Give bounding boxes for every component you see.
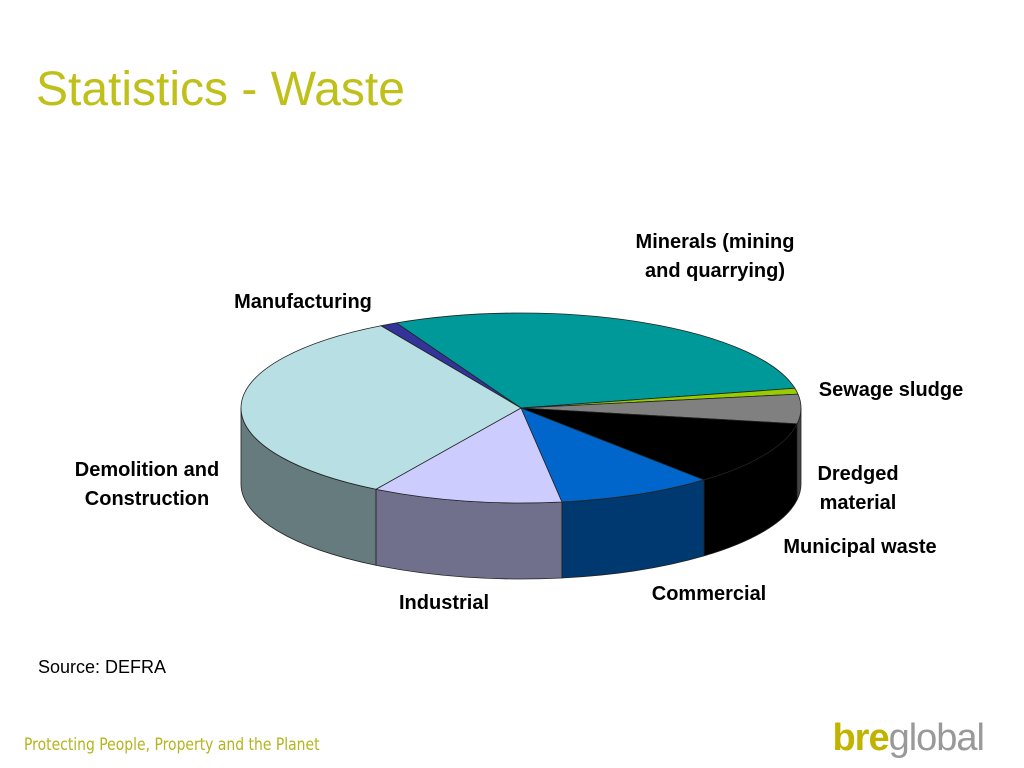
logo-bold: bre [832, 717, 889, 759]
slide-title: Statistics - Waste [36, 63, 405, 116]
slice-label: Municipal waste [783, 536, 937, 558]
pie-slice [395, 312, 796, 409]
slice-label: Demolition and Construction [74, 459, 220, 510]
pie-slice [374, 407, 563, 504]
pie-slice [520, 407, 706, 503]
logo-light: global [888, 717, 985, 759]
slice-label: Industrial [398, 592, 489, 614]
slice-label: Dredged material [817, 463, 899, 514]
logo: breglobal [832, 717, 985, 760]
pie-slice [520, 407, 798, 481]
slice-label: Manufacturing [234, 291, 372, 313]
slice-label: Minerals (mining and quarrying) [635, 231, 795, 282]
source-note: Source: DEFRA [38, 657, 167, 677]
pie-slice [240, 325, 522, 490]
tagline: Protecting People, Property and the Plan… [24, 735, 320, 755]
slice-label: Commercial [651, 583, 767, 605]
slice-label: Sewage sludge [818, 379, 964, 401]
